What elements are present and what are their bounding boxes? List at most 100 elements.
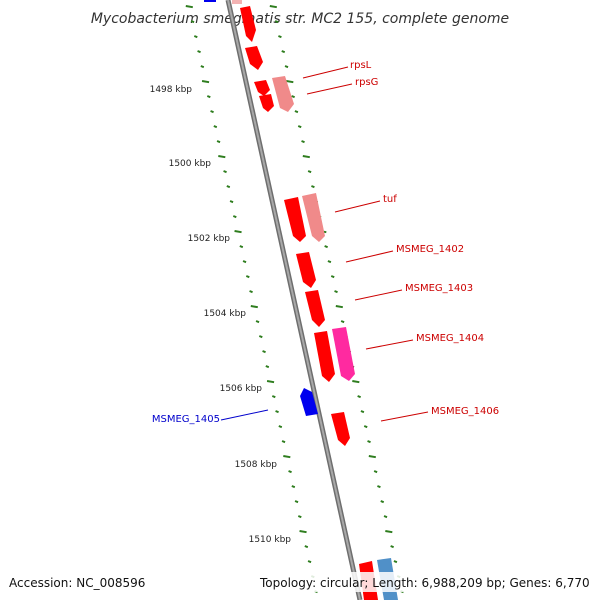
genome-summary-text: Topology: circular; Length: 6,988,209 bp… [259,576,590,590]
major-tick [368,455,376,459]
gene-label-MSMEG_1402[interactable]: MSMEG_1402 [396,244,464,255]
gene-label-tuf[interactable]: tuf [383,194,397,205]
minor-tick [229,200,234,204]
minor-tick [284,65,289,69]
gene-arrow-tuf-rna[interactable] [302,193,325,242]
minor-tick [206,95,211,99]
minor-tick [223,170,227,174]
gene-arrow-MSMEG_1402[interactable] [296,252,316,288]
minor-tick [294,110,299,114]
gene-label-rpsG[interactable]: rpsG [355,77,378,88]
connector-MSMEG_1405 [220,409,269,421]
label-connectors [220,66,429,422]
minor-tick [363,425,368,429]
major-tick [185,5,193,9]
gene-arrow-rpsG[interactable] [272,76,294,112]
major-tick [352,380,360,384]
minor-tick [307,560,312,564]
scale-label: 1508 kbp [235,460,278,470]
gene-label-rpsL[interactable]: rpsL [350,60,372,71]
gene-label-MSMEG_1404[interactable]: MSMEG_1404 [416,333,484,344]
gene-arrow-MSMEG_1406[interactable] [331,412,350,446]
minor-tick [281,50,286,54]
gene-arrow-rpsL[interactable] [259,94,274,112]
connector-MSMEG_1402 [345,250,394,263]
minor-tick [232,215,237,219]
scale-label: 1500 kbp [169,159,212,169]
minor-tick [245,275,250,279]
minor-tick [373,470,378,474]
minor-tick [311,185,315,189]
minor-tick [278,35,282,39]
minor-tick [200,65,205,69]
scale-label: 1504 kbp [204,309,247,319]
accession-text: Accession: NC_008596 [9,576,145,590]
minor-tick [357,395,361,399]
minor-tick [307,170,312,174]
major-tick [218,155,226,159]
gene-arrow-MSMEG_1403[interactable] [305,290,325,327]
gene-arrow[interactable] [245,46,263,70]
minor-tick [294,500,299,504]
minor-tick [278,425,283,429]
gene-label-MSMEG_1406[interactable]: MSMEG_1406 [431,406,499,417]
connector-rpsL [302,66,349,79]
major-tick [302,155,310,159]
minor-tick [262,350,266,354]
minor-tick [258,335,263,339]
genome-backbone [225,0,363,600]
major-tick [201,80,210,84]
gene-arrow-tuf[interactable] [284,197,306,242]
minor-tick [271,395,276,399]
major-tick [385,530,393,534]
scale-label: 1498 kbp [150,85,193,95]
minor-tick [324,245,328,249]
connector-rpsG [306,83,353,95]
minor-tick [210,110,214,114]
minor-tick [265,365,270,369]
partial-feature-pink[interactable] [232,0,242,4]
major-tick [234,230,242,234]
minor-tick [274,20,279,24]
minor-tick [393,560,398,564]
minor-tick [226,185,231,189]
scale-label: 1502 kbp [188,234,231,244]
partial-feature-blue[interactable] [204,0,216,2]
minor-tick [390,545,394,549]
minor-tick [383,515,388,519]
minor-tick [380,500,385,504]
minor-tick [297,125,302,129]
minor-tick [377,485,381,489]
minor-tick [367,440,371,444]
connector-MSMEG_1403 [354,289,403,301]
major-tick [299,530,307,534]
minor-tick [275,410,279,414]
gene-label-MSMEG_1405[interactable]: MSMEG_1405 [152,414,220,425]
minor-tick [216,140,221,144]
minor-tick [340,320,345,324]
gene-labels: rpsL rpsG tuf MSMEG_1402 MSMEG_1403 MSME… [152,60,499,425]
gene-arrow-MSMEG_1405[interactable] [300,388,318,416]
minor-tick [301,140,305,144]
gene-arrow-MSMEG_1404-misc[interactable] [332,327,355,381]
major-tick [335,305,343,309]
major-tick [250,305,258,309]
minor-tick [239,245,244,249]
minor-tick [242,260,247,264]
minor-tick [297,515,302,519]
minor-tick [327,260,332,264]
minor-tick [190,20,195,24]
gene-arrow-MSMEG_1404[interactable] [314,331,335,382]
gene-arrow[interactable] [240,6,256,42]
connector-MSMEG_1404 [365,339,414,350]
gene-glyphs [204,0,398,600]
scale-label: 1506 kbp [220,384,263,394]
minor-tick [249,290,253,294]
minor-tick [334,290,338,294]
gene-arrow-rpsL[interactable] [254,80,270,96]
connector-MSMEG_1406 [380,411,429,422]
gene-label-MSMEG_1403[interactable]: MSMEG_1403 [405,283,473,294]
connector-tuf [334,200,381,213]
major-tick [283,455,291,459]
